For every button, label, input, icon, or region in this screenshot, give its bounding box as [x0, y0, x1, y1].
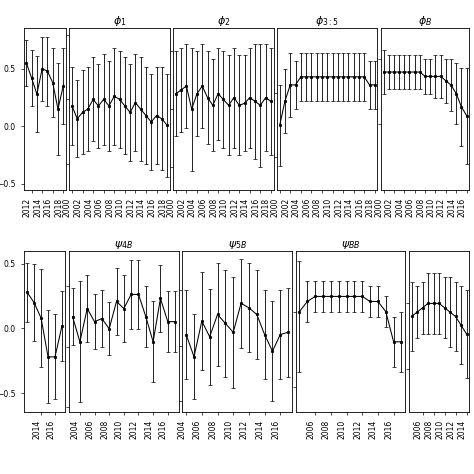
Title: $\phi_2$: $\phi_2$ — [217, 14, 230, 28]
Title: $\phi_B$: $\phi_B$ — [418, 14, 432, 28]
Title: $\psi_{BB}$: $\psi_{BB}$ — [341, 239, 360, 251]
Title: $\psi_{4B}$: $\psi_{4B}$ — [114, 239, 133, 251]
Title: $\phi_1$: $\phi_1$ — [113, 14, 126, 28]
Title: $\phi_{3:5}$: $\phi_{3:5}$ — [315, 14, 339, 28]
Title: $\psi_{5B}$: $\psi_{5B}$ — [228, 239, 246, 251]
